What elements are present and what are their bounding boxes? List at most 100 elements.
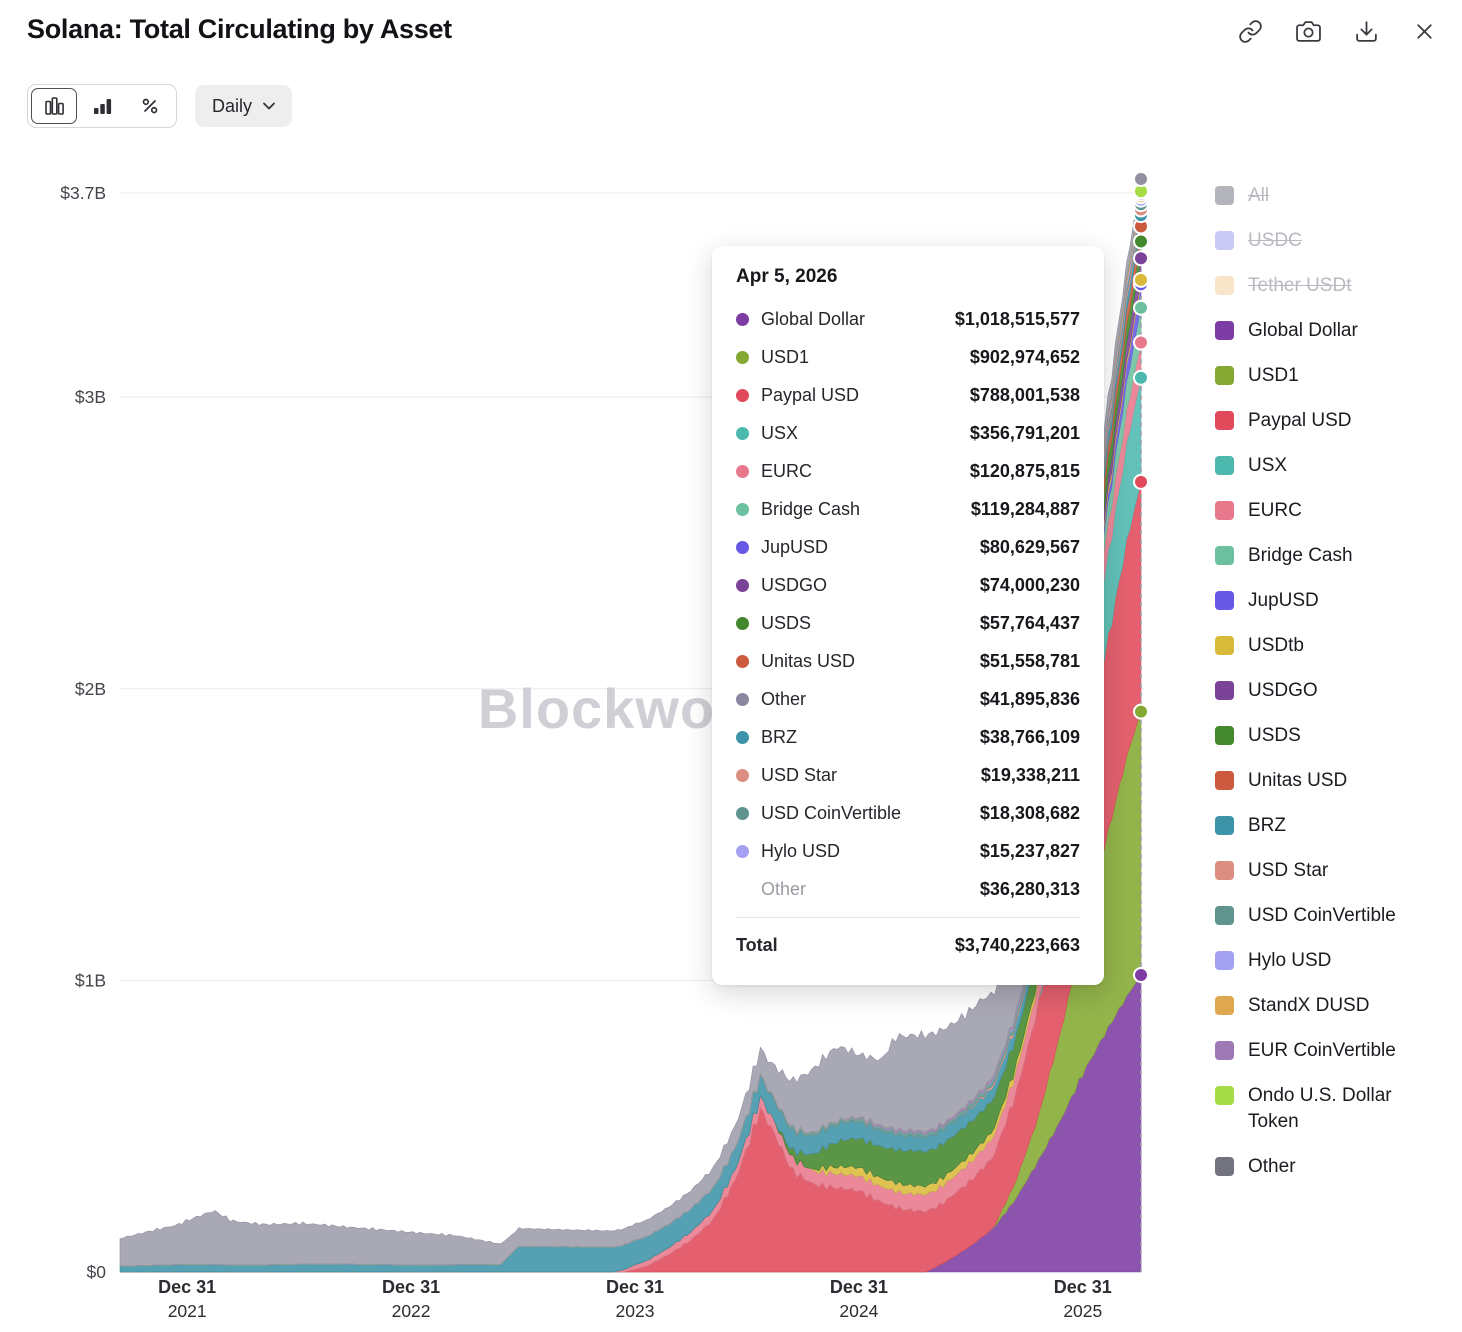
percent-icon — [142, 98, 158, 114]
legend-label: EUR CoinVertible — [1248, 1040, 1396, 1061]
legend-item-ondo-u-s-dollar-token[interactable]: Ondo U.S. Dollar Token — [1215, 1083, 1427, 1135]
tooltip-row-usd-star: USD Star $19,338,211 — [736, 756, 1080, 794]
legend-label: All — [1248, 185, 1270, 206]
x-axis-label: Dec 31 — [382, 1277, 440, 1297]
download-button[interactable] — [1351, 16, 1382, 47]
tooltip-row-label: USD1 — [761, 346, 810, 367]
tooltip-row-value: $19,338,211 — [980, 764, 1080, 785]
tooltip-row-other-small: Other $36,280,313 — [736, 870, 1080, 908]
y-axis-label: $2B — [75, 679, 106, 699]
tooltip-row-label: Bridge Cash — [761, 498, 861, 519]
tooltip-row-label: Other — [761, 878, 807, 899]
period-dropdown[interactable]: Daily — [195, 85, 293, 127]
x-axis-year-label: 2021 — [168, 1301, 207, 1321]
tooltip-row-value: $36,280,313 — [979, 878, 1080, 899]
legend-item-usd1[interactable]: USD1 — [1215, 363, 1427, 389]
legend-swatch — [1215, 501, 1234, 520]
legend-swatch — [1215, 1157, 1234, 1176]
y-axis-label: $0 — [87, 1262, 107, 1282]
tooltip-row-global-dollar: Global Dollar $1,018,515,577 — [736, 300, 1080, 338]
series-color-dot — [736, 350, 749, 364]
legend-item-usx[interactable]: USX — [1215, 453, 1427, 479]
tooltip-row-value: $41,895,836 — [979, 688, 1080, 709]
legend-swatch — [1215, 861, 1234, 880]
legend-swatch — [1215, 456, 1234, 475]
legend-swatch — [1215, 411, 1234, 430]
legend-item-other[interactable]: Other — [1215, 1154, 1427, 1180]
tooltip-row-value: $788,001,538 — [969, 384, 1080, 405]
legend-item-usdc[interactable]: USDC — [1215, 228, 1427, 254]
legend-item-usd-coinvertible[interactable]: USD CoinVertible — [1215, 903, 1427, 929]
chart-type-stacked-button[interactable] — [31, 88, 77, 124]
tooltip-row-value: $74,000,230 — [979, 574, 1080, 595]
header-actions — [1235, 16, 1440, 47]
legend-item-all[interactable]: All — [1215, 183, 1427, 209]
x-axis-year-label: 2022 — [392, 1301, 431, 1321]
download-icon — [1356, 21, 1377, 42]
series-color-dot — [736, 768, 749, 782]
tooltip-divider — [736, 917, 1080, 918]
y-axis-label: $3B — [75, 387, 106, 407]
legend-label: Tether USDt — [1248, 275, 1352, 296]
legend-label: EURC — [1248, 500, 1302, 521]
legend-item-global-dollar[interactable]: Global Dollar — [1215, 318, 1427, 344]
legend-swatch — [1215, 636, 1234, 655]
tooltip-row-label: USDGO — [761, 574, 828, 595]
tooltip-row-paypal-usd: Paypal USD $788,001,538 — [736, 376, 1080, 414]
series-color-dot — [736, 502, 749, 516]
legend-item-usdgo[interactable]: USDGO — [1215, 678, 1427, 704]
tooltip-row-bridge-cash: Bridge Cash $119,284,887 — [736, 490, 1080, 528]
tooltip-row-value: $80,629,567 — [979, 536, 1080, 557]
legend: All USDC Tether USDt Global Dollar USD1 Paypa… — [1215, 183, 1427, 1199]
legend-label: Global Dollar — [1248, 320, 1358, 341]
period-label: Daily — [212, 95, 253, 116]
screenshot-button[interactable] — [1293, 16, 1324, 47]
legend-item-usds[interactable]: USDS — [1215, 723, 1427, 749]
tooltip-row-value: $902,974,652 — [969, 346, 1080, 367]
tooltip-row-value: $120,875,815 — [969, 460, 1080, 481]
series-color-dot — [736, 426, 749, 440]
tooltip-row-value: $1,018,515,577 — [954, 308, 1080, 329]
series-endpoint-dot — [1133, 966, 1149, 983]
legend-label: USDGO — [1248, 680, 1318, 701]
tooltip-row-label: USDS — [761, 612, 812, 633]
legend-item-bridge-cash[interactable]: Bridge Cash — [1215, 543, 1427, 569]
tooltip-row-label: USX — [761, 422, 799, 443]
legend-item-standx-dusd[interactable]: StandX DUSD — [1215, 993, 1427, 1019]
legend-item-usdtb[interactable]: USDtb — [1215, 633, 1427, 659]
legend-item-tether-usdt[interactable]: Tether USDt — [1215, 273, 1427, 299]
legend-item-hylo-usd[interactable]: Hylo USD — [1215, 948, 1427, 974]
camera-icon — [1296, 21, 1321, 42]
tooltip-row-label: Global Dollar — [761, 308, 866, 329]
legend-item-jupusd[interactable]: JupUSD — [1215, 588, 1427, 614]
legend-label: JupUSD — [1248, 590, 1319, 611]
close-button[interactable] — [1409, 16, 1440, 47]
legend-item-unitas-usd[interactable]: Unitas USD — [1215, 768, 1427, 794]
legend-label: USDS — [1248, 725, 1301, 746]
tooltip-row-value: $119,284,887 — [970, 498, 1080, 519]
chart-type-bar-button[interactable] — [79, 88, 125, 124]
x-axis-label: Dec 31 — [606, 1277, 664, 1297]
tooltip-row-usds: USDS $57,764,437 — [736, 604, 1080, 642]
x-axis-label: Dec 31 — [830, 1277, 888, 1297]
legend-label: Bridge Cash — [1248, 545, 1353, 566]
legend-item-eurc[interactable]: EURC — [1215, 498, 1427, 524]
page-title: Solana: Total Circulating by Asset — [27, 14, 452, 44]
legend-item-eur-coinvertible[interactable]: EUR CoinVertible — [1215, 1038, 1427, 1064]
tooltip-row-unitas-usd: Unitas USD $51,558,781 — [736, 642, 1080, 680]
tooltip-row-value: $38,766,109 — [979, 726, 1080, 747]
tooltip-rows: Global Dollar $1,018,515,577 USD1 $902,974,… — [736, 300, 1080, 870]
legend-item-brz[interactable]: BRZ — [1215, 813, 1427, 839]
legend-item-paypal-usd[interactable]: Paypal USD — [1215, 408, 1427, 434]
share-link-button[interactable] — [1235, 16, 1266, 47]
x-axis-year-label: 2023 — [616, 1301, 655, 1321]
legend-label: USD CoinVertible — [1248, 905, 1396, 926]
legend-swatch — [1215, 231, 1234, 250]
series-endpoint-dot — [1133, 233, 1149, 250]
legend-item-usd-star[interactable]: USD Star — [1215, 858, 1427, 884]
series-color-dot — [736, 540, 749, 554]
close-icon — [1417, 24, 1432, 39]
chart-type-percent-button[interactable] — [127, 88, 173, 124]
legend-swatch — [1215, 366, 1234, 385]
